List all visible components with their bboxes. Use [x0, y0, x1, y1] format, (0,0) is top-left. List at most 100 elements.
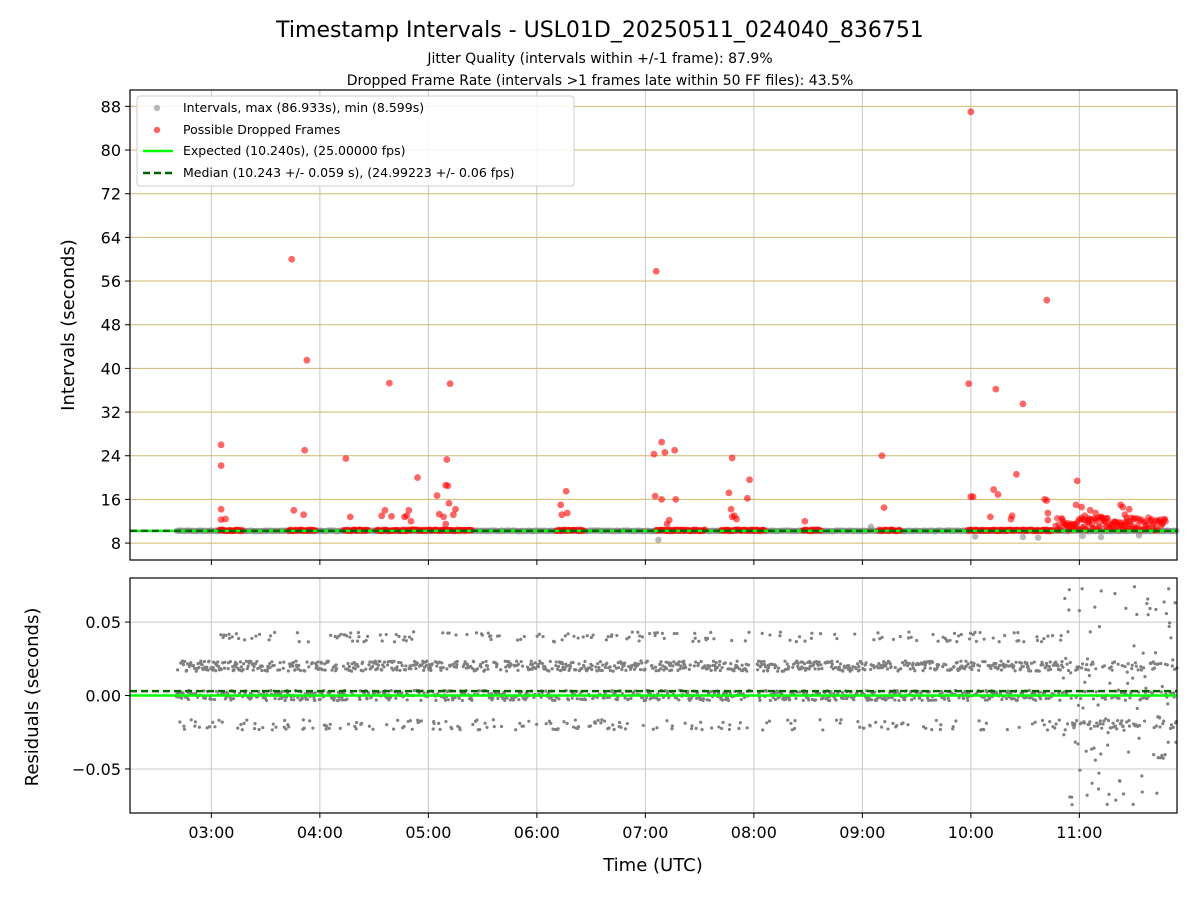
residual-point	[563, 666, 567, 670]
residual-point	[1003, 633, 1007, 638]
residual-point	[481, 660, 485, 665]
residual-point	[957, 634, 961, 638]
residual-point	[991, 636, 995, 640]
residual-point	[305, 697, 310, 702]
residual-point	[313, 698, 317, 703]
residual-point	[872, 666, 876, 670]
dropped-frame-point	[728, 513, 736, 521]
residual-point	[465, 632, 469, 637]
residual-point	[938, 727, 942, 732]
residual-point	[1116, 719, 1120, 723]
residual-point	[571, 660, 575, 665]
residual-point	[554, 664, 558, 668]
residual-point	[1130, 666, 1134, 671]
residual-point	[768, 698, 773, 703]
residual-point	[593, 721, 598, 725]
residual-point	[254, 634, 258, 638]
legend-entry-median: Median (10.243 +/- 0.059 s), (24.99223 +…	[183, 165, 514, 180]
residual-point	[1160, 753, 1164, 758]
residual-point	[705, 636, 710, 641]
residual-point	[489, 634, 493, 638]
residual-point	[1048, 660, 1052, 664]
residual-point	[920, 698, 924, 702]
residual-point	[737, 667, 742, 671]
residual-point	[697, 639, 701, 643]
residual-point	[1165, 663, 1169, 667]
residual-point	[364, 667, 368, 671]
residual-point	[886, 727, 890, 731]
residual-point	[1054, 722, 1058, 726]
residual-point	[550, 667, 554, 671]
residual-point	[853, 632, 857, 636]
residual-point	[1113, 724, 1117, 728]
residual-point	[602, 696, 606, 700]
dropped-frame-point	[1096, 523, 1103, 531]
dropped-frame-point	[558, 511, 566, 519]
residual-point	[1013, 669, 1017, 673]
residual-point	[186, 697, 191, 702]
residual-point	[612, 664, 617, 668]
residual-point	[982, 637, 986, 641]
residual-point	[973, 630, 977, 634]
residual-point	[264, 698, 269, 703]
residual-point	[608, 668, 613, 673]
residual-point	[207, 659, 211, 663]
residual-point	[1141, 651, 1145, 655]
residual-point	[194, 691, 198, 695]
residual-point	[430, 662, 434, 666]
dropped-frame-point	[658, 438, 666, 446]
residual-point	[437, 721, 441, 725]
dropped-frame-point	[878, 452, 886, 460]
residual-point	[860, 662, 864, 666]
residual-point	[412, 688, 416, 693]
residual-point	[327, 726, 331, 730]
residual-point	[1047, 664, 1051, 669]
legend-marker-dropped	[153, 126, 161, 134]
residual-point	[272, 663, 276, 668]
residual-point	[432, 721, 436, 726]
residual-point	[934, 698, 938, 702]
residual-point	[830, 659, 834, 663]
residual-point	[323, 662, 327, 666]
residual-point	[489, 637, 493, 642]
residual-point	[1040, 718, 1045, 723]
residual-point	[709, 630, 713, 635]
residual-point	[354, 727, 358, 731]
residual-point	[596, 662, 600, 666]
residual-point	[951, 725, 955, 729]
residual-point	[355, 639, 360, 643]
residual-point	[591, 633, 595, 637]
residual-point	[583, 697, 588, 702]
residual-point	[261, 725, 265, 730]
residual-point	[723, 661, 727, 665]
residual-point	[429, 668, 433, 672]
residual-point	[248, 691, 253, 695]
residual-point	[245, 718, 249, 722]
dropped-frame-point	[652, 267, 660, 275]
residual-point	[740, 663, 744, 667]
residual-point	[801, 666, 805, 670]
residual-point	[880, 725, 884, 729]
residual-point	[257, 632, 262, 636]
residual-point	[721, 720, 725, 725]
residual-point	[373, 659, 377, 663]
residual-point	[422, 668, 426, 672]
residual-point	[643, 667, 647, 671]
dropped-frame-point	[407, 517, 415, 525]
residual-point	[852, 698, 856, 702]
residual-point	[707, 698, 711, 702]
residual-point	[668, 664, 672, 668]
residual-point	[1155, 791, 1159, 795]
residual-point	[477, 689, 481, 693]
residual-point	[540, 661, 545, 666]
residual-point	[939, 723, 943, 727]
residual-point	[563, 634, 567, 638]
residual-point	[1159, 661, 1163, 666]
residual-point	[394, 633, 398, 637]
residual-point	[265, 669, 269, 673]
residual-point	[1152, 753, 1156, 757]
dropped-frame-point	[1008, 512, 1016, 520]
residual-point	[891, 637, 896, 642]
residual-point	[292, 698, 296, 702]
residual-point	[813, 667, 817, 671]
